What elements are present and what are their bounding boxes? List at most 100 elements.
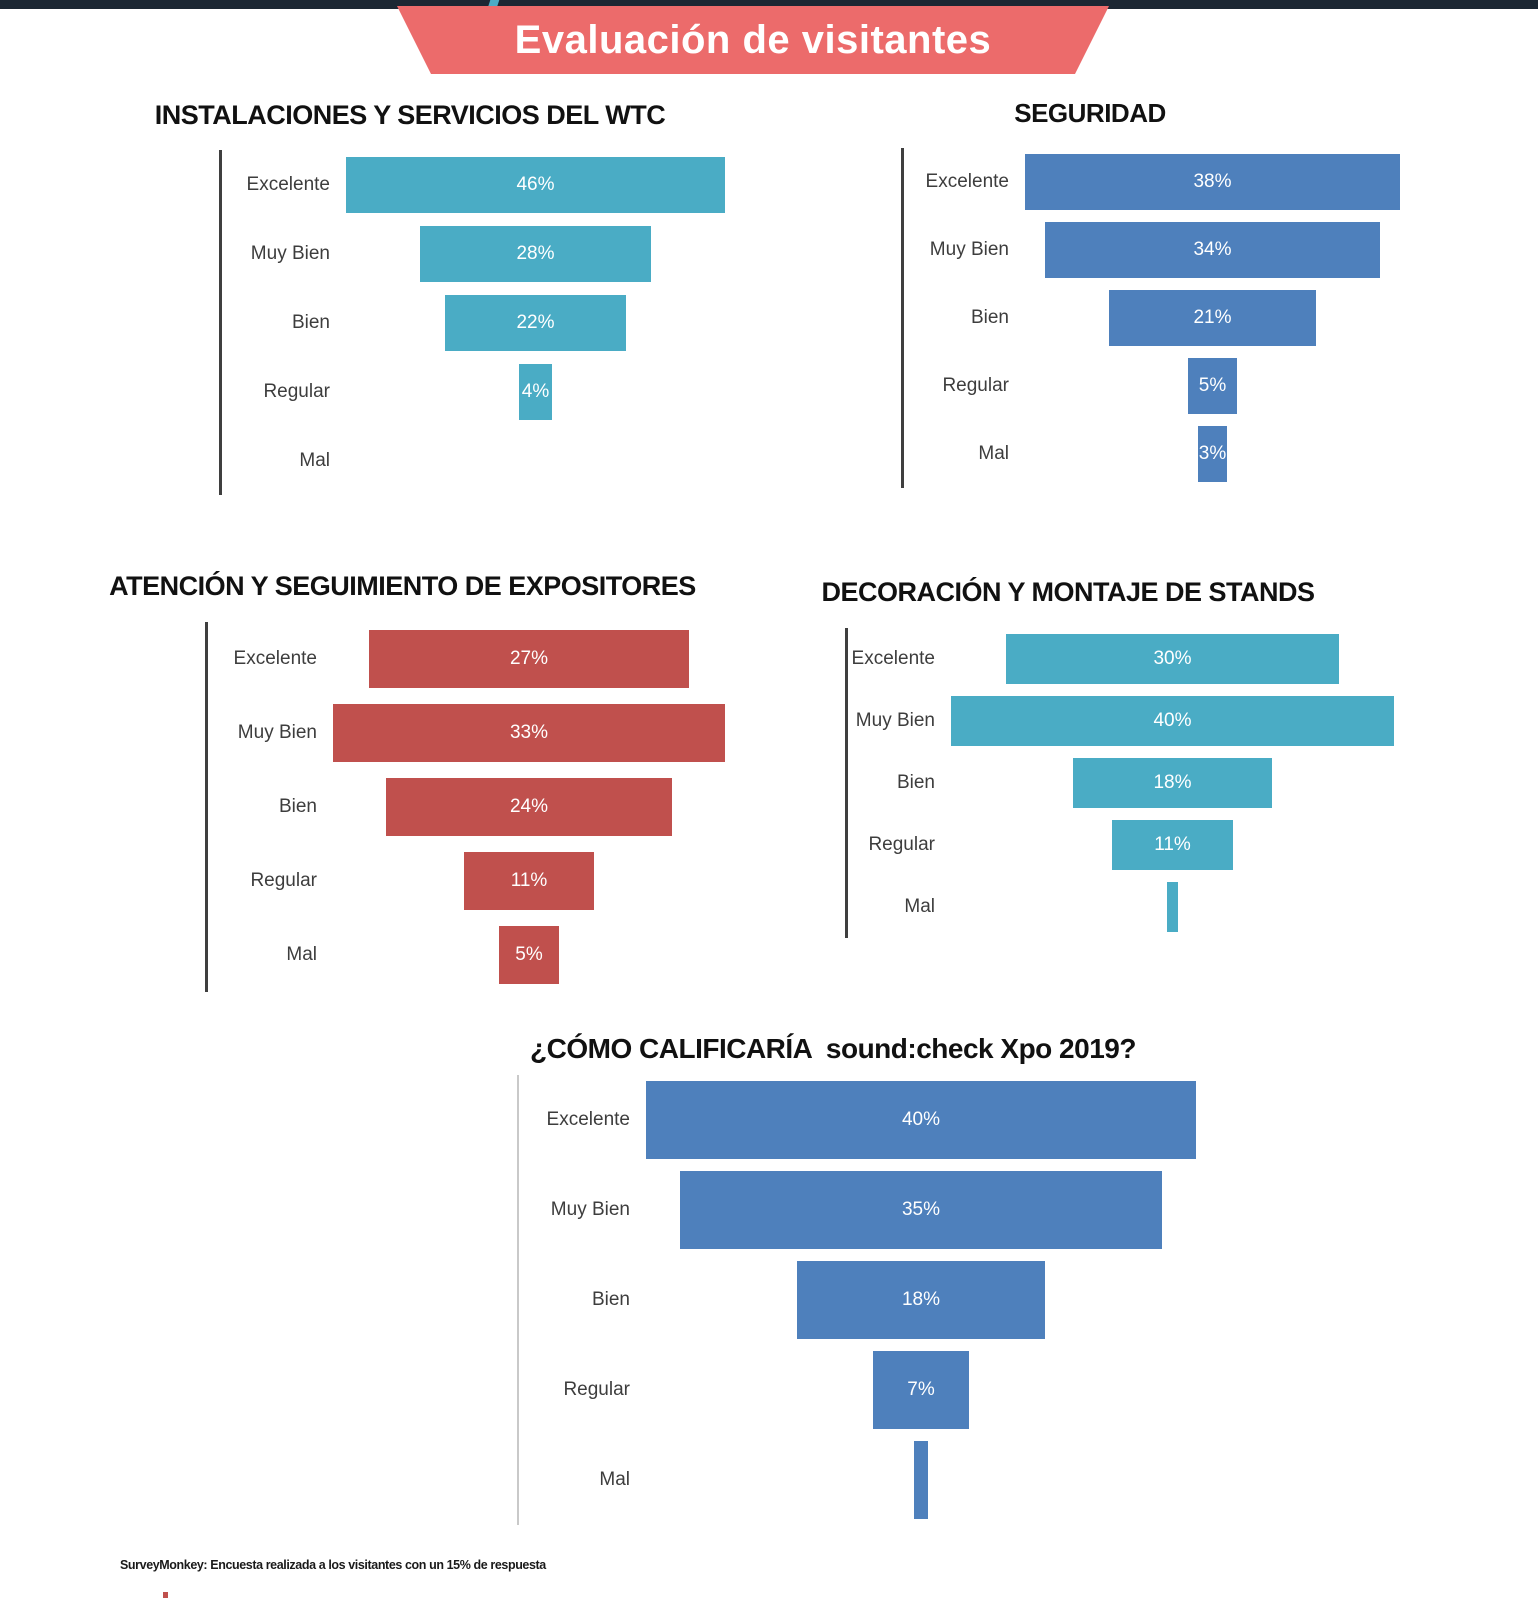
category-label: Excelente — [925, 171, 1009, 192]
category-label: Muy Bien — [237, 722, 317, 743]
chart-plot-area: Excelente 40% Muy Bien 35% Bien 18% Regular 7% M… — [517, 1075, 1196, 1525]
plot-cell: 46% — [346, 150, 725, 219]
category-label: Bien — [896, 772, 935, 793]
bar-value-label: 33% — [509, 722, 549, 743]
chart-row: Muy Bien 35% — [519, 1165, 1196, 1255]
bar-value-label: 40% — [901, 1109, 941, 1130]
category-label: Mal — [299, 449, 330, 471]
bar-value-label: 7% — [907, 1379, 935, 1400]
bar-value-label: 18% — [1153, 772, 1192, 793]
plot-cell: 40% — [646, 1075, 1196, 1165]
plot-cell — [646, 1435, 1196, 1525]
plot-cell: 33% — [333, 696, 725, 770]
chart-row: Bien 21% — [904, 284, 1400, 352]
bar-value-label: 22% — [516, 311, 555, 333]
plot-cell: 3% — [1025, 420, 1400, 488]
chart-row: Regular 5% — [904, 352, 1400, 420]
chart-row: Excelente 38% — [904, 148, 1400, 216]
chart-row: Regular 11% — [208, 844, 725, 918]
category-label: Regular — [942, 375, 1009, 396]
chart-row: Excelente 30% — [848, 628, 1394, 690]
chart-row: Mal — [519, 1435, 1196, 1525]
plot-cell: 5% — [1025, 352, 1400, 420]
plot-cell: 7% — [646, 1345, 1196, 1435]
plot-cell: 38% — [1025, 148, 1400, 216]
chart-calificacion-soundcheck-xpo: ¿CÓMO CALIFICARÍA sound:check Xpo 2019? … — [390, 1030, 1196, 1525]
bar-value-label: 38% — [1193, 171, 1232, 192]
bar: 5% — [1187, 358, 1238, 414]
bar — [914, 1441, 928, 1519]
category-label: Muy Bien — [929, 239, 1009, 260]
chart-plot-area: Excelente 38% Muy Bien 34% Bien 21% Regular 5% M… — [901, 148, 1400, 488]
plot-cell: 27% — [333, 622, 725, 696]
plot-cell: 24% — [333, 770, 725, 844]
plot-cell: 11% — [951, 814, 1394, 876]
bar: 3% — [1197, 426, 1228, 482]
chart-row: Mal — [848, 876, 1394, 938]
bar — [1166, 882, 1179, 932]
bar: 40% — [951, 696, 1394, 746]
plot-cell: 18% — [951, 752, 1394, 814]
plot-cell — [951, 876, 1394, 938]
chart-title: SEGURIDAD — [1014, 98, 1166, 128]
bar-value-label: 46% — [516, 173, 555, 195]
chart-instalaciones-servicios-wtc: INSTALACIONES Y SERVICIOS DEL WTC Excele… — [95, 98, 725, 495]
category-label: Regular — [263, 380, 330, 402]
bar: 4% — [519, 363, 552, 420]
category-label: Regular — [250, 870, 317, 891]
chart-row: Bien 22% — [222, 288, 725, 357]
bar: 46% — [346, 156, 725, 213]
chart-row: Excelente 27% — [208, 622, 725, 696]
plot-cell: 34% — [1025, 216, 1400, 284]
chart-plot-area: Excelente 30% Muy Bien 40% Bien 18% Regular 11%… — [845, 628, 1394, 938]
chart-title: DECORACIÓN Y MONTAJE DE STANDS — [821, 577, 1315, 607]
bar: 21% — [1108, 290, 1317, 346]
top-navy-bar — [0, 0, 1538, 9]
bar: 7% — [872, 1351, 970, 1429]
bar: 22% — [444, 294, 627, 351]
category-label: Excelente — [246, 173, 330, 195]
bar: 18% — [1072, 758, 1273, 808]
chart-row: Regular 7% — [519, 1345, 1196, 1435]
bar: 11% — [1111, 820, 1234, 870]
bar-value-label: 21% — [1193, 307, 1232, 328]
chart-row: Muy Bien 40% — [848, 690, 1394, 752]
plot-cell: 22% — [346, 288, 725, 357]
chart-row: Mal — [222, 426, 725, 495]
category-label: Muy Bien — [550, 1199, 630, 1220]
plot-cell: 35% — [646, 1165, 1196, 1255]
bar-value-label: 34% — [1193, 239, 1232, 260]
bar-value-label: 11% — [1154, 834, 1191, 855]
bar: 33% — [333, 704, 725, 762]
bar: 28% — [420, 225, 651, 282]
bar: 27% — [368, 630, 690, 688]
bar: 24% — [386, 778, 672, 836]
chart-row: Bien 18% — [519, 1255, 1196, 1345]
plot-cell: 5% — [333, 918, 725, 992]
bar-value-label: 35% — [901, 1199, 941, 1220]
category-label: Excelente — [851, 648, 935, 669]
chart-row: Bien 18% — [848, 752, 1394, 814]
chart-row: Muy Bien 34% — [904, 216, 1400, 284]
bar: 18% — [797, 1261, 1045, 1339]
chart-decoracion-stands: DECORACIÓN Y MONTAJE DE STANDS Excelente… — [742, 574, 1394, 938]
chart-row: Regular 11% — [848, 814, 1394, 876]
bar: 38% — [1025, 154, 1400, 210]
chart-plot-area: Excelente 46% Muy Bien 28% Bien 22% Regular 4% M… — [219, 150, 725, 495]
bar: 35% — [680, 1171, 1162, 1249]
bar-value-label: 30% — [1153, 648, 1192, 669]
bar: 34% — [1044, 222, 1381, 278]
plot-cell: 4% — [346, 357, 725, 426]
category-label: Regular — [868, 834, 935, 855]
plot-cell — [346, 426, 725, 495]
category-label: Bien — [970, 307, 1009, 328]
chart-row: Muy Bien 33% — [208, 696, 725, 770]
chart-plot-area: Excelente 27% Muy Bien 33% Bien 24% Regular 11%… — [205, 622, 725, 992]
bar: 40% — [646, 1081, 1196, 1159]
bar-value-label: 11% — [510, 870, 548, 891]
chart-row: Mal 5% — [208, 918, 725, 992]
bar-value-label: 40% — [1153, 710, 1192, 731]
plot-cell: 11% — [333, 844, 725, 918]
title-ribbon: Evaluación de visitantes — [397, 6, 1109, 74]
chart-row: Muy Bien 28% — [222, 219, 725, 288]
